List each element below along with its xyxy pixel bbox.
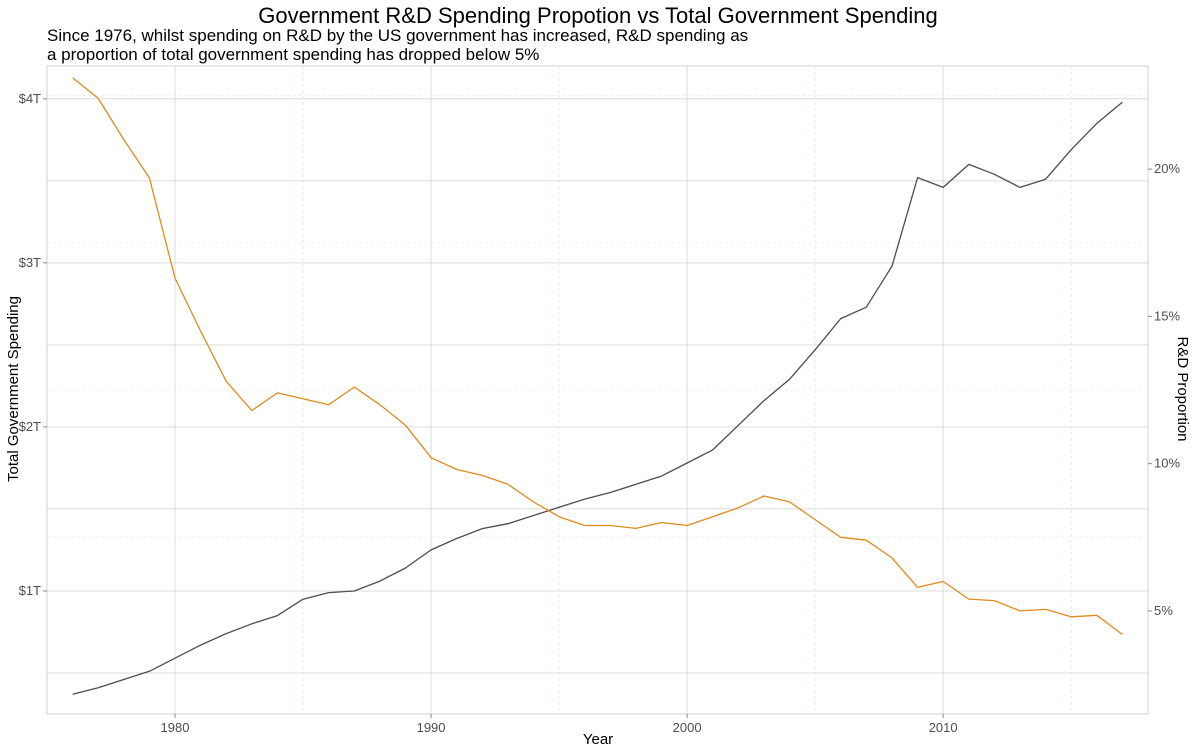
left-tick-label: $1T [19,583,41,598]
chart-subtitle-line-1: Since 1976, whilst spending on R&D by th… [47,26,748,45]
right-tick-label: 10% [1154,456,1180,471]
right-tick-label: 5% [1154,603,1173,618]
right-axis-title: R&D Proportion [1174,336,1191,441]
chart-subtitle-line-2: a proportion of total government spendin… [47,45,539,64]
x-tick-label: 2010 [929,720,958,735]
left-tick-label: $4T [19,91,41,106]
chart-title: Government R&D Spending Propotion vs Tot… [258,3,938,28]
left-tick-label: $2T [19,419,41,434]
x-tick-label: 1990 [417,720,446,735]
left-tick-label: $3T [19,255,41,270]
x-tick-label: 2000 [673,720,702,735]
x-axis-title: Year [583,731,613,748]
right-tick-label: 15% [1154,308,1180,323]
rd-proportion-line [72,77,1123,636]
left-axis-title: Total Government Spending [5,296,22,482]
total-spending-line [72,101,1123,695]
plot-panel-border [46,65,1149,715]
x-tick-label: 1980 [161,720,190,735]
series-layer [72,77,1123,695]
right-tick-label: 20% [1154,161,1180,176]
grid-layer [46,65,1149,715]
tick-layer: 1980 1990 2000 2010 $1T $2T $3T $4T 5% 10% 15% 20% [19,91,1181,735]
